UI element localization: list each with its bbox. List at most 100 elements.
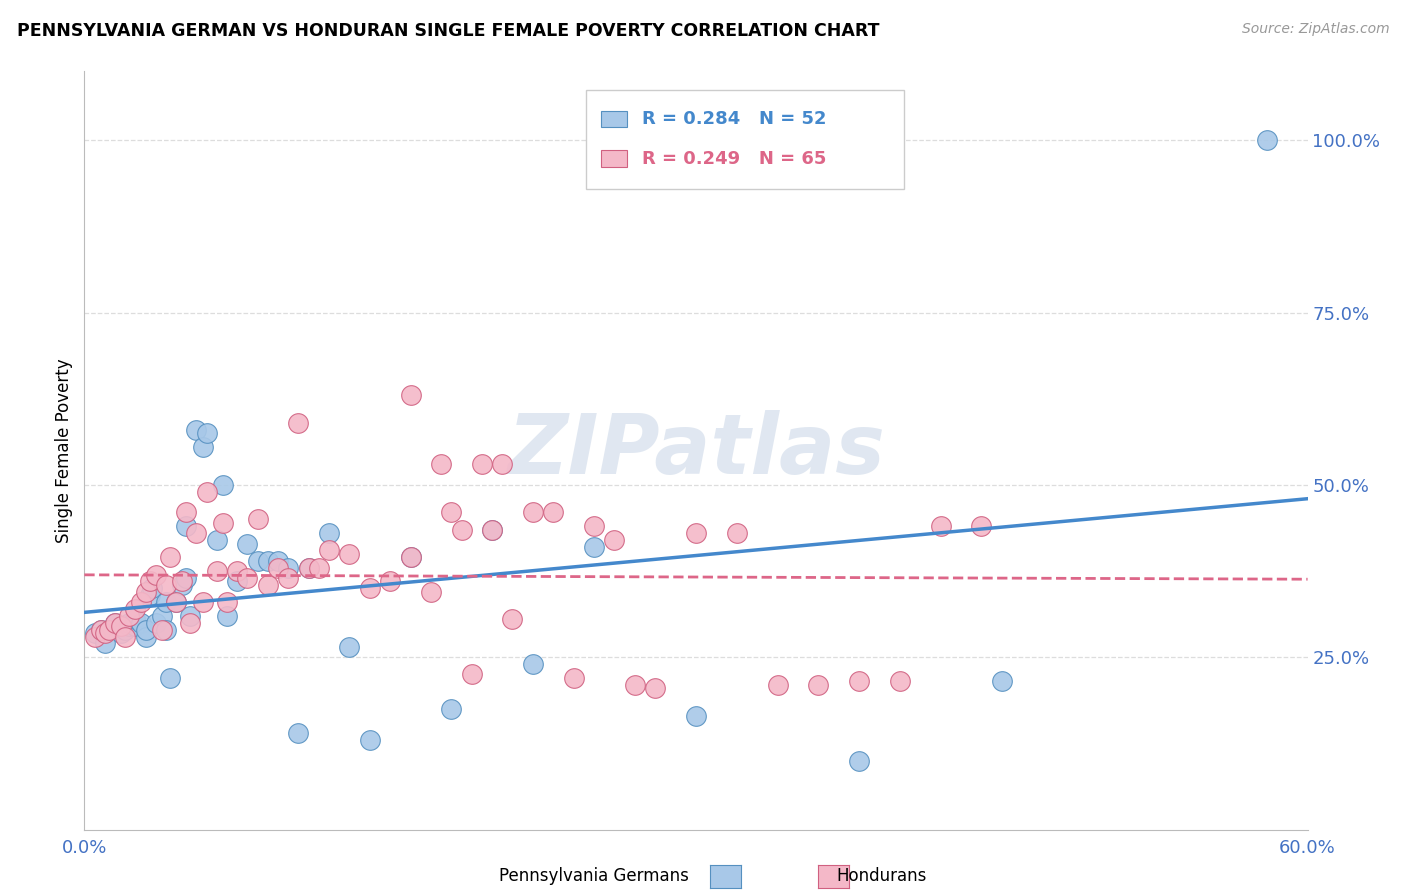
Point [186, 526, 208, 541]
Point [848, 754, 870, 768]
Point [277, 571, 299, 585]
Point [236, 536, 259, 550]
Point [138, 574, 160, 589]
Point [179, 608, 201, 623]
Point [83, 626, 105, 640]
Point [118, 619, 141, 633]
Point [145, 567, 167, 582]
Point [205, 564, 228, 578]
Point [114, 630, 136, 644]
Point [212, 478, 235, 492]
Point [135, 630, 157, 644]
Point [970, 519, 993, 533]
Point [583, 540, 606, 554]
Point [318, 526, 340, 541]
Point [186, 423, 208, 437]
Point [929, 519, 952, 533]
Point [97, 623, 120, 637]
Point [359, 582, 381, 596]
Point [399, 550, 422, 565]
Point [267, 554, 290, 568]
Point [138, 588, 160, 602]
Point [118, 615, 141, 630]
Point [257, 578, 280, 592]
Point [90, 623, 112, 637]
Point [195, 426, 218, 441]
Point [287, 726, 309, 740]
Point [522, 657, 544, 672]
Point [491, 457, 513, 471]
Point [172, 574, 194, 589]
Point [135, 584, 157, 599]
Point [471, 457, 494, 471]
Point [359, 733, 381, 747]
Point [889, 674, 911, 689]
Point [155, 578, 177, 592]
Point [766, 678, 789, 692]
Point [114, 623, 136, 637]
Point [226, 574, 249, 589]
Point [522, 506, 544, 520]
Point [179, 615, 201, 630]
Text: R = 0.249   N = 65: R = 0.249 N = 65 [643, 150, 827, 168]
Point [481, 523, 503, 537]
Point [543, 506, 565, 520]
Text: Hondurans: Hondurans [837, 867, 927, 885]
Point [236, 571, 259, 585]
Point [246, 512, 269, 526]
Point [93, 626, 115, 640]
Point [93, 636, 115, 650]
Point [624, 678, 647, 692]
Point [205, 533, 228, 547]
Point [848, 674, 870, 689]
Point [150, 608, 173, 623]
Point [399, 550, 422, 565]
Point [135, 623, 157, 637]
Point [90, 623, 112, 637]
Point [461, 667, 484, 681]
Point [380, 574, 402, 589]
Point [217, 595, 239, 609]
Point [212, 516, 235, 530]
Point [131, 595, 153, 609]
Point [150, 623, 173, 637]
Point [287, 416, 309, 430]
Y-axis label: Single Female Poverty: Single Female Poverty [55, 359, 73, 542]
Point [257, 554, 280, 568]
Point [155, 595, 177, 609]
Point [174, 571, 197, 585]
Point [141, 582, 163, 596]
Point [172, 578, 194, 592]
Point [1256, 133, 1278, 147]
Text: Pennsylvania Germans: Pennsylvania Germans [499, 867, 689, 885]
FancyBboxPatch shape [600, 150, 627, 167]
Point [339, 640, 361, 654]
Point [174, 506, 197, 520]
Point [195, 484, 218, 499]
Point [118, 608, 141, 623]
Point [725, 526, 748, 541]
Point [318, 543, 340, 558]
Point [440, 506, 463, 520]
Point [399, 388, 422, 402]
Point [145, 615, 167, 630]
Point [450, 523, 472, 537]
Point [83, 630, 105, 644]
Point [502, 612, 524, 626]
Point [603, 533, 626, 547]
Point [110, 619, 132, 633]
Text: R = 0.284   N = 52: R = 0.284 N = 52 [643, 110, 827, 128]
Point [685, 526, 707, 541]
Point [155, 623, 177, 637]
Point [246, 554, 269, 568]
FancyBboxPatch shape [586, 90, 904, 189]
Point [420, 584, 443, 599]
Point [481, 523, 503, 537]
Point [277, 560, 299, 574]
Text: ZIPatlas: ZIPatlas [508, 410, 884, 491]
Point [124, 602, 146, 616]
Point [104, 615, 127, 630]
Point [991, 674, 1014, 689]
Point [430, 457, 453, 471]
Point [298, 560, 321, 574]
